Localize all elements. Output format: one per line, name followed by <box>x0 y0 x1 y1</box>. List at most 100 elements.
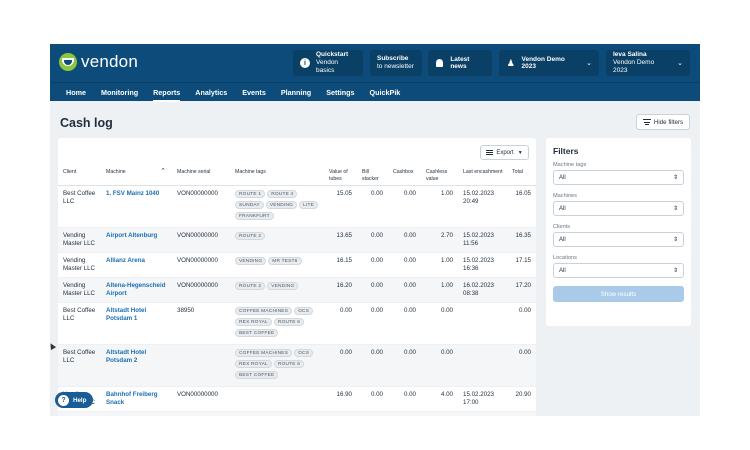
last-encashment-cell: 15.02.2023 11:56 <box>458 227 507 253</box>
cashbox-cell: 0.00 <box>388 252 421 278</box>
machine-tag: ROUTE 1 <box>235 190 266 198</box>
client-cell: Best <box>58 411 101 416</box>
machines-select[interactable]: All ⇕ <box>553 201 684 216</box>
help-label: Help <box>73 396 87 404</box>
serial-cell: VON00000000 <box>172 185 230 228</box>
tubes-cell: 16.20 <box>324 277 357 303</box>
machine-link[interactable]: Altstadt Hotel Potsdam 2 <box>101 344 172 387</box>
chevron-down-icon: ⌄ <box>586 60 592 67</box>
machine-link[interactable]: Bahnhof Schwarz <box>101 411 172 416</box>
cashbox-cell: 0.00 <box>388 227 421 253</box>
question-icon: ? <box>58 394 69 406</box>
machine-link[interactable]: Altena-Hegenscheid Airport <box>101 277 172 303</box>
table-row[interactable]: BestBahnhof SchwarzVON00000000ROUTE 1ROU… <box>58 411 536 416</box>
machine-tag: BEST COFFEE <box>235 371 279 379</box>
client-cell: Vending Master LLC <box>58 252 101 278</box>
client-cell: Vending Master LLC <box>58 277 101 303</box>
nav-monitoring[interactable]: Monitoring <box>100 87 139 97</box>
table-row[interactable]: Vending Master LLC Allianz Arena VON000000… <box>58 252 536 278</box>
client-cell: Best Coffee LLC <box>58 302 101 345</box>
tubes-cell: 0.00 <box>324 344 357 387</box>
machine-tags-select[interactable]: All ⇕ <box>553 170 684 185</box>
export-button[interactable]: Export ▼ <box>480 145 529 160</box>
nav-settings[interactable]: Settings <box>326 87 355 97</box>
latest-news-button[interactable]: Latest news <box>428 50 492 76</box>
quickstart-title: Quickstart <box>316 51 349 58</box>
machine-tag: REX ROYAL <box>235 360 272 368</box>
filter-clients: Clients All ⇕ <box>553 224 684 247</box>
select-arrows-icon: ⇕ <box>672 175 678 181</box>
last-encashment-cell: 16.02.2023 08:38 <box>458 277 507 303</box>
machine-link[interactable]: Allianz Arena <box>101 252 172 278</box>
vendon-logo[interactable]: vendon <box>59 52 138 72</box>
machine-tag: ROUTE 4 <box>267 190 298 198</box>
tags-cell: ROUTE 2 <box>230 227 324 253</box>
nav-analytics[interactable]: Analytics <box>195 87 228 97</box>
chevron-down-icon: ⌄ <box>677 60 683 67</box>
bell-icon <box>436 59 444 67</box>
col-client[interactable]: Client <box>58 166 101 186</box>
machine-tag: ROUTE 2 <box>235 282 266 290</box>
serial-cell: 38950 <box>172 302 230 345</box>
machine-link[interactable]: Airport Altenburg <box>101 227 172 253</box>
col-serial[interactable]: Machine serial <box>172 166 230 186</box>
clients-select[interactable]: All ⇕ <box>553 232 684 247</box>
tags-cell: VENDING MR TEST6 <box>230 252 324 278</box>
table-row[interactable]: Vending Master LLC Airport Altenburg VON00… <box>58 227 536 253</box>
page-title: Cash log <box>60 116 113 130</box>
quickstart-button[interactable]: i Quickstart Vendon basics <box>293 50 363 76</box>
total-cell: 20.90 <box>507 386 536 412</box>
select-arrows-icon: ⇕ <box>672 237 678 243</box>
show-results-button[interactable]: Show results <box>553 286 684 302</box>
filter-label: Clients <box>553 224 571 230</box>
last-encashment-cell: 15.02.2023 17:00 <box>458 386 507 412</box>
sort-asc-icon[interactable]: ⌃ <box>160 168 166 175</box>
nav-planning[interactable]: Planning <box>280 87 312 97</box>
hide-filters-button[interactable]: Hide filters <box>636 114 690 130</box>
machine-tag: ROUTE 2 <box>235 232 266 240</box>
machine-link[interactable]: Altstadt Hotel Potsdam 1 <box>101 302 172 345</box>
machine-link[interactable]: Bahnhof Freiberg Snack <box>101 386 172 412</box>
col-bill[interactable]: Bill stacker <box>357 166 388 186</box>
nav-home[interactable]: Home <box>66 87 86 97</box>
col-cashbox[interactable]: Cashbox <box>388 166 421 186</box>
machine-link[interactable]: 1. FSV Mainz 1040 <box>101 185 172 228</box>
bill-cell: 0.00 <box>357 227 388 253</box>
help-button[interactable]: ? Help <box>55 392 93 408</box>
cashless-cell: 2.70 <box>421 227 458 253</box>
col-last[interactable]: Last encashment <box>458 166 507 186</box>
select-value: All <box>559 205 566 212</box>
last-encashment-cell: 15.02.2023 20:49 <box>458 185 507 228</box>
col-machine[interactable]: Machine ⌃ <box>101 166 172 186</box>
machine-tag: ROUTE 6 <box>273 318 305 326</box>
nav-reports[interactable]: Reports <box>153 83 181 102</box>
table-row[interactable]: Vending Master LLCBahnhof Freiberg Snack… <box>58 386 536 412</box>
machine-tag: OCS <box>294 349 314 357</box>
table-row[interactable]: Vending Master LLC Altena-Hegenscheid Air… <box>58 277 536 303</box>
table-row[interactable]: Best Coffee LLC 1. FSV Mainz 1040 VON00000… <box>58 185 536 228</box>
col-tubes[interactable]: Value of tubes <box>324 166 357 186</box>
subscribe-button[interactable]: Subscribe to newsletter <box>370 50 422 76</box>
nav-events[interactable]: Events <box>242 87 266 97</box>
select-arrows-icon: ⇕ <box>672 206 678 212</box>
user-menu[interactable]: Ieva Salina Vendon Demo 2023 ⌄ <box>606 50 690 76</box>
bill-cell: 0.00 <box>357 277 388 303</box>
col-tags[interactable]: Machine tags <box>230 166 324 186</box>
total-cell: 0.00 <box>507 344 536 387</box>
machine-tag: VENDING <box>267 282 299 290</box>
nav-quickpik[interactable]: QuickPik <box>369 87 401 97</box>
last-encashment-cell: 15.02.2023 16:36 <box>458 252 507 278</box>
total-cell: 17.20 <box>507 277 536 303</box>
tags-cell: COFFEE MACHINES OCS REX ROYAL ROUTE 6 BEST C… <box>230 302 324 345</box>
company-switcher[interactable]: ♟ Vendon Demo 2023 ⌄ <box>499 50 599 76</box>
subscribe-title: Subscribe <box>377 55 409 62</box>
col-total[interactable]: Total <box>507 166 536 186</box>
table-row[interactable]: Best Coffee LLC Altstadt Hotel Potsdam 2 C… <box>58 344 536 387</box>
machine-tag: FRANKFURT <box>235 212 274 220</box>
subscribe-subtitle: to newsletter <box>377 63 414 70</box>
machine-tag: VENDING <box>265 201 298 209</box>
locations-select[interactable]: All ⇕ <box>553 263 684 278</box>
col-cashless[interactable]: Cashless value <box>421 166 458 186</box>
